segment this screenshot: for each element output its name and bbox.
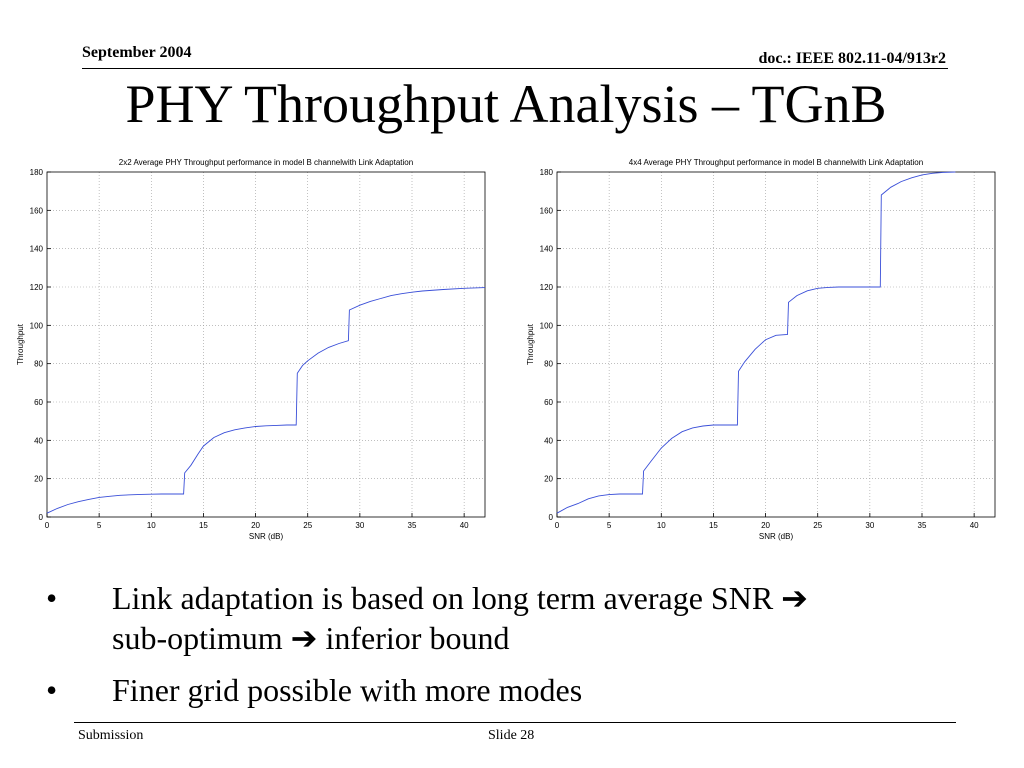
bullet-2-text: Finer grid possible with more modes — [112, 672, 583, 708]
chart-4x4-ytick-label: 140 — [540, 245, 554, 254]
chart-2x2-xtick-label: 5 — [97, 521, 102, 530]
bullet-1-text-a: Link adaptation is based on long term av… — [112, 580, 782, 616]
footer-slide-number: Slide 28 — [488, 728, 535, 743]
chart-4x4-ytick-label: 60 — [544, 398, 553, 407]
right-arrow-icon: ➔ — [290, 620, 318, 656]
bullet-list: • Link adaptation is based on long term … — [40, 578, 1000, 710]
chart-2x2-xtick-label: 0 — [45, 521, 50, 530]
chart-4x4-svg: 4x4 Average PHY Throughput performance i… — [526, 158, 996, 541]
header-doc-id: doc.: IEEE 802.11-04/913r2 — [758, 50, 946, 67]
chart-4x4-ytick-label: 80 — [544, 360, 553, 369]
chart-2x2-plot-area — [46, 171, 486, 518]
chart-2x2-xlabel: SNR (dB) — [249, 532, 284, 541]
chart-4x4-xtick-label: 5 — [607, 521, 612, 530]
chart-4x4-ytick-label: 180 — [540, 168, 554, 177]
chart-4x4-series-line-0 — [556, 171, 956, 514]
chart-4x4-title: 4x4 Average PHY Throughput performance i… — [629, 158, 923, 167]
chart-4x4-xtick-label: 20 — [761, 521, 770, 530]
chart-4x4-xtick-label: 30 — [865, 521, 874, 530]
chart-4x4-plot-area — [556, 171, 996, 518]
chart-2x2-svg: 2x2 Average PHY Throughput performance i… — [16, 158, 486, 541]
chart-2x2-ytick-label: 40 — [34, 436, 43, 445]
chart-2x2-xtick-label: 35 — [408, 521, 417, 530]
bullet-item-2: • Finer grid possible with more modes — [40, 670, 1000, 710]
chart-2x2-ytick-label: 180 — [30, 168, 44, 177]
chart-2x2-ytick-label: 120 — [30, 283, 44, 292]
footer-rule — [74, 722, 956, 723]
chart-4x4-xtick-label: 0 — [555, 521, 560, 530]
chart-2x2-ytick-label: 60 — [34, 398, 43, 407]
chart-2x2: 2x2 Average PHY Throughput performance i… — [10, 152, 500, 552]
chart-4x4: 4x4 Average PHY Throughput performance i… — [520, 152, 1010, 552]
chart-4x4-xtick-label: 15 — [709, 521, 718, 530]
chart-4x4-ytick-label: 40 — [544, 436, 553, 445]
bullet-1-text-c: inferior bound — [317, 620, 510, 656]
chart-2x2-ytick-label: 160 — [30, 206, 44, 215]
chart-2x2-title: 2x2 Average PHY Throughput performance i… — [119, 158, 413, 167]
chart-2x2-ytick-label: 100 — [30, 321, 44, 330]
chart-4x4-xtick-label: 10 — [657, 521, 666, 530]
chart-4x4-ytick-label: 20 — [544, 475, 553, 484]
bullet-marker: • — [46, 580, 58, 616]
chart-2x2-xtick-label: 30 — [355, 521, 364, 530]
chart-2x2-ytick-label: 0 — [39, 513, 44, 522]
chart-2x2-xtick-label: 10 — [147, 521, 156, 530]
chart-4x4-ytick-label: 0 — [549, 513, 554, 522]
chart-4x4-ytick-label: 100 — [540, 321, 554, 330]
chart-2x2-xtick-label: 40 — [460, 521, 469, 530]
chart-2x2-series-line-0 — [46, 287, 486, 514]
chart-2x2-xtick-label: 15 — [199, 521, 208, 530]
chart-4x4-xtick-label: 35 — [918, 521, 927, 530]
chart-4x4-xlabel: SNR (dB) — [759, 532, 794, 541]
bullet-1-text-b: sub-optimum — [112, 620, 291, 656]
right-arrow-icon: ➔ — [781, 580, 808, 616]
chart-4x4-ylabel: Throughput — [526, 323, 535, 365]
header-date: September 2004 — [82, 44, 192, 61]
chart-2x2-ytick-label: 80 — [34, 360, 43, 369]
bullet-item-1: • Link adaptation is based on long term … — [40, 578, 1000, 658]
chart-4x4-ytick-label: 120 — [540, 283, 554, 292]
chart-4x4-xtick-label: 40 — [970, 521, 979, 530]
chart-2x2-xtick-label: 20 — [251, 521, 260, 530]
footer-submission: Submission — [78, 728, 144, 743]
chart-4x4-xtick-label: 25 — [813, 521, 822, 530]
bullet-marker: • — [46, 672, 58, 708]
chart-2x2-ytick-label: 20 — [34, 475, 43, 484]
chart-4x4-ytick-label: 160 — [540, 206, 554, 215]
slide-title: PHY Throughput Analysis – TGnB — [125, 74, 887, 134]
header-rule — [82, 68, 948, 69]
chart-2x2-ylabel: Throughput — [16, 323, 25, 365]
chart-2x2-ytick-label: 140 — [30, 245, 44, 254]
chart-2x2-xtick-label: 25 — [303, 521, 312, 530]
